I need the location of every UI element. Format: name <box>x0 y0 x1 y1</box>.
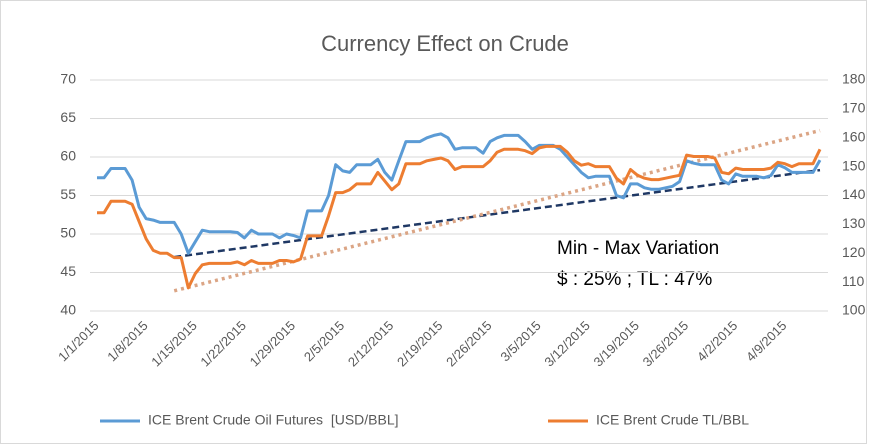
y2-tick-label: 180 <box>842 71 866 87</box>
y2-tick-label: 140 <box>842 186 866 202</box>
annotation: $ : 25% ; TL : 47% <box>557 269 712 290</box>
y2-tick-label: 170 <box>842 100 866 116</box>
y-tick-label: 40 <box>60 302 76 318</box>
y2-tick-label: 130 <box>842 215 866 231</box>
y2-tick-label: 110 <box>842 273 865 289</box>
y-tick-label: 45 <box>60 263 76 279</box>
y2-tick-label: 150 <box>842 157 866 173</box>
y2-tick-label: 160 <box>842 128 866 144</box>
legend-label: ICE Brent Crude TL/BBL <box>596 412 749 428</box>
y-tick-label: 60 <box>60 148 76 164</box>
y-tick-label: 50 <box>60 225 76 241</box>
trendline <box>174 168 821 259</box>
legend-label: ICE Brent Crude Oil Futures [USD/BBL] <box>148 412 399 428</box>
data-line <box>97 132 822 255</box>
y-tick-label: 55 <box>60 186 76 202</box>
y-tick-label: 65 <box>60 109 76 125</box>
y2-tick-label: 120 <box>842 244 866 260</box>
chart-title: Currency Effect on Crude <box>321 31 569 56</box>
data-line <box>97 144 822 290</box>
y-tick-label: 70 <box>60 71 76 87</box>
annotation: Min - Max Variation <box>557 238 719 259</box>
y2-tick-label: 100 <box>842 302 866 318</box>
